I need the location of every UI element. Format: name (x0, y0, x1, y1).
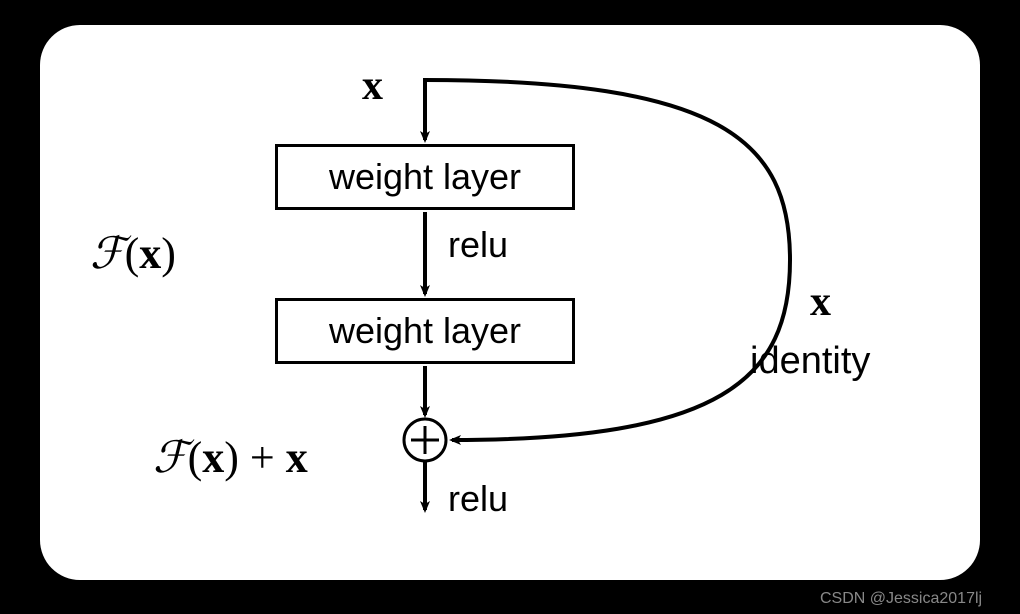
watermark-text: CSDN @Jessica2017lj (820, 590, 982, 608)
output-fx-plus-x-label: ℱ(x) + x (153, 432, 308, 483)
residual-fx-label: ℱ(x) (90, 228, 176, 279)
input-x-label: x (362, 62, 383, 110)
relu-1-label: relu (448, 224, 508, 266)
identity-text-label: identity (750, 340, 870, 383)
weight-layer-2: weight layer (275, 298, 575, 364)
relu-2-label: relu (448, 478, 508, 520)
identity-x-label: x (810, 278, 831, 326)
weight-layer-1: weight layer (275, 144, 575, 210)
